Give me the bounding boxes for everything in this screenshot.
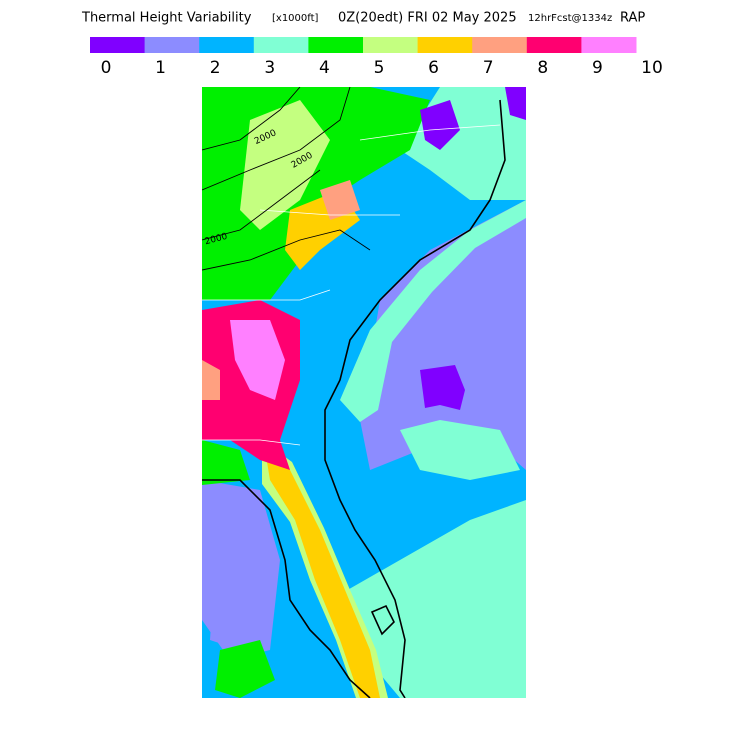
field [330,500,526,698]
map: 2000 2000 2000 [202,87,526,698]
coastline [202,479,371,698]
valid-time: 0Z(20edt) FRI 02 May 2025 [338,11,517,26]
colorbar-label: 0 [101,58,112,78]
coastline [324,99,506,698]
colorbar-label: 9 [592,58,603,78]
colorbar-label: 7 [483,58,494,78]
contour [202,87,351,191]
field [202,360,220,400]
field [320,180,360,220]
state-boundary [259,209,400,216]
colorbar-swatch [308,37,364,53]
colorbar-label: 4 [319,58,330,78]
field [202,440,250,485]
state-boundary [202,289,331,301]
field [505,87,526,120]
field [240,100,330,230]
field [360,200,526,470]
colorbar-swatch [144,37,200,53]
colorbar-label: 1 [155,58,166,78]
lake [370,604,395,636]
field [420,100,460,150]
title: Thermal Height Variability [81,11,252,26]
colorbar-label: 8 [537,58,548,78]
colorbar-swatch [581,37,637,53]
state-boundary [359,124,501,141]
forecast-info: 12hrFcst@1334z [528,13,612,24]
field [400,420,520,480]
colorbar-label: 6 [428,58,439,78]
field [215,640,275,698]
field [420,365,465,410]
colorbar-label: 10 [641,58,663,78]
contour [202,87,301,151]
colorbar-label: 2 [210,58,221,78]
colorbar-swatch [526,37,582,53]
colorbar-label: 5 [374,58,385,78]
colorbar-swatch [253,37,309,53]
colorbar-label: 3 [264,58,275,78]
colorbar-swatch [199,37,255,53]
colorbar: 0 1 2 3 4 5 6 7 8 9 10 [90,37,663,78]
field [210,560,265,650]
units: [x1000ft] [272,13,319,24]
contour [202,169,321,241]
field [265,450,380,698]
colorbar-swatch [363,37,419,53]
model: RAP [620,11,645,26]
colorbar-swatch [472,37,528,53]
contour [202,229,371,271]
colorbar-swatch [90,37,146,53]
state-boundary [202,439,301,446]
field [230,320,285,400]
field [340,200,526,422]
colorbar-swatch [417,37,473,53]
